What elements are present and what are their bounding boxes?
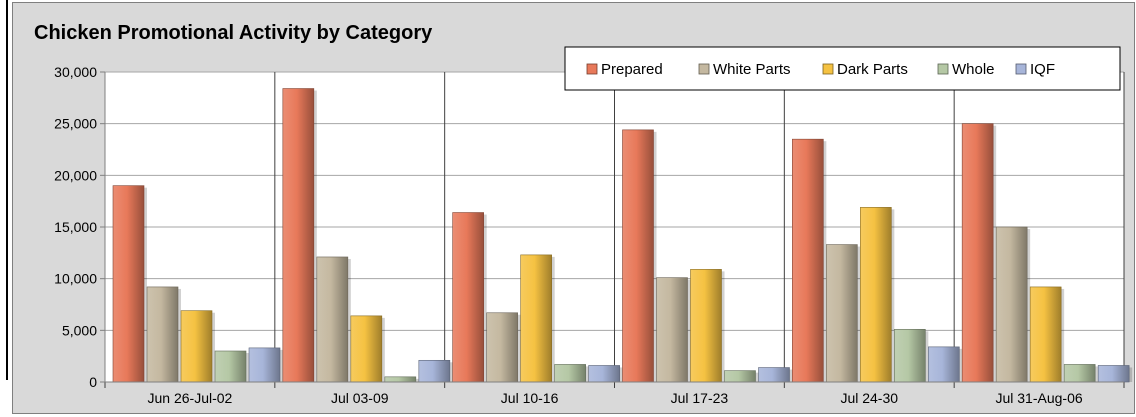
- y-tick-label: 10,000: [54, 271, 97, 287]
- bar: [622, 129, 654, 383]
- bar: [520, 254, 552, 383]
- left-edge: [0, 0, 10, 417]
- bar: [418, 359, 451, 383]
- bar: [1063, 364, 1096, 383]
- bar: [316, 256, 349, 383]
- bar: [656, 277, 688, 383]
- y-tick-label: 20,000: [54, 167, 97, 183]
- bar: [248, 347, 281, 383]
- bar: [690, 269, 722, 383]
- bar: [1029, 286, 1062, 383]
- legend-swatch: [1015, 63, 1027, 75]
- legend-swatch: [586, 63, 598, 75]
- legend-box: [564, 46, 1121, 91]
- bar: [995, 226, 1028, 383]
- legend-label: Dark Parts: [837, 61, 908, 78]
- bar: [894, 328, 926, 383]
- legend-label: IQF: [1030, 61, 1055, 78]
- x-tick-label: Jul 24-30: [840, 390, 898, 406]
- x-tick-label: Jul 03-09: [331, 390, 389, 406]
- bar: [350, 315, 383, 383]
- chart-title: Chicken Promotional Activity by Category: [34, 22, 433, 44]
- bar: [112, 185, 145, 383]
- bar: [928, 346, 960, 383]
- bar: [282, 88, 315, 383]
- left-edge-line: [6, 0, 8, 380]
- legend-swatch: [937, 63, 949, 75]
- bar: [452, 212, 484, 383]
- bar: [1097, 365, 1130, 383]
- bar: [554, 364, 586, 383]
- y-tick-label: 30,000: [54, 64, 97, 80]
- y-tick-label: 0: [89, 374, 97, 390]
- x-tick-label: Jul 10-16: [501, 390, 559, 406]
- bar: [860, 207, 892, 383]
- bar: [384, 376, 417, 383]
- bar: [758, 367, 790, 383]
- bar: [724, 370, 756, 383]
- bar: [826, 244, 858, 383]
- legend-label: White Parts: [713, 61, 791, 78]
- legend-label: Prepared: [601, 61, 663, 78]
- legend-swatch: [822, 63, 834, 75]
- bar: [792, 138, 824, 383]
- y-tick-label: 5,000: [62, 322, 97, 338]
- bar: [961, 123, 994, 383]
- bar: [214, 350, 247, 383]
- bar: [588, 365, 620, 383]
- legend-label: Whole: [952, 61, 995, 78]
- bar: [180, 310, 213, 383]
- y-tick-label: 25,000: [54, 116, 97, 132]
- legend-swatch: [698, 63, 710, 75]
- bar: [486, 312, 518, 383]
- x-tick-label: Jun 26-Jul-02: [148, 390, 233, 406]
- x-tick-label: Jul 17-23: [671, 390, 729, 406]
- bar: [146, 286, 179, 383]
- y-tick-label: 15,000: [54, 219, 97, 235]
- x-tick-label: Jul 31-Aug-06: [995, 390, 1082, 406]
